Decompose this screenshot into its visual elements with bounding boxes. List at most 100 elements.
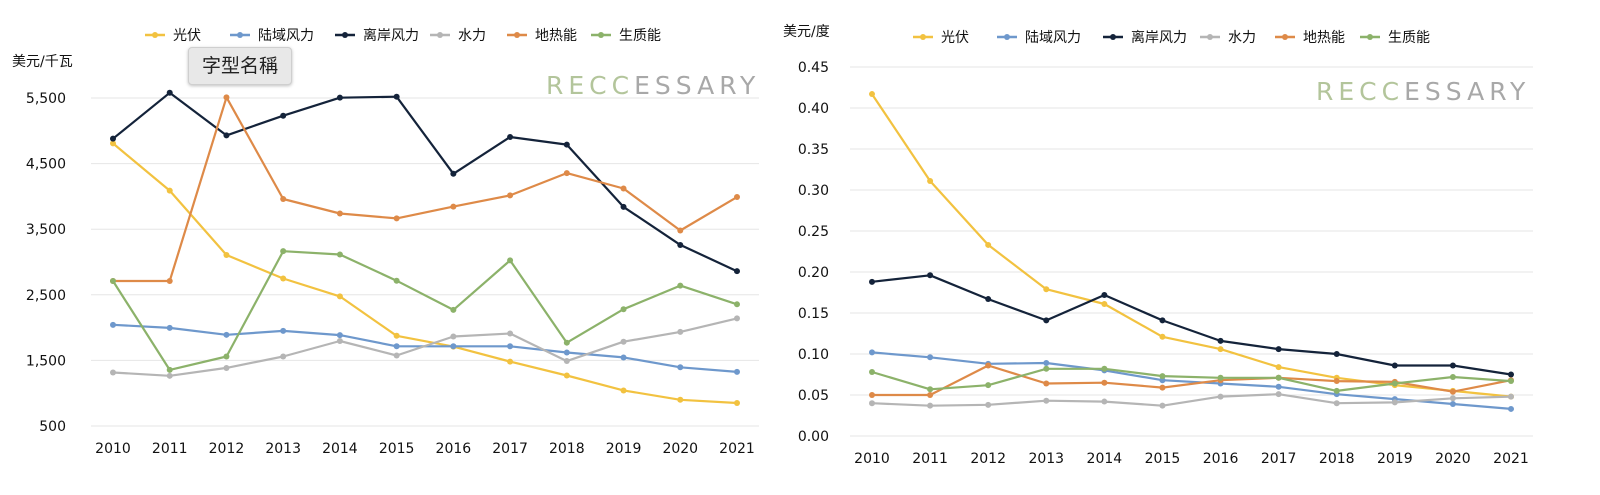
data-point [985, 401, 992, 408]
data-point [563, 339, 570, 346]
data-point [1508, 405, 1514, 412]
data-point [927, 354, 934, 361]
series-line [871, 351, 1512, 410]
series-line [871, 393, 1512, 407]
y-tick-label: 0.45 [798, 60, 829, 76]
data-point [507, 134, 514, 141]
x-tick-label: 2014 [1087, 451, 1123, 467]
legend-label: 地热能 [1303, 30, 1345, 46]
legend-label: 水力 [1228, 30, 1256, 46]
data-point [166, 372, 173, 379]
legend-swatch-dot [1282, 34, 1288, 40]
data-point [677, 396, 684, 403]
x-tick-label: 2010 [854, 451, 890, 467]
data-point [393, 93, 400, 100]
data-point [393, 332, 400, 339]
data-point [869, 392, 875, 398]
data-point [1159, 333, 1166, 340]
chart-1: 500 1,500 2,500 3,500 4,500 5,500 美元/千瓦 2010 201… [12, 27, 760, 457]
data-point [869, 91, 875, 98]
data-point [677, 364, 684, 371]
data-point [393, 277, 400, 284]
data-point [869, 400, 875, 407]
series-line [871, 93, 1512, 398]
data-point [1043, 380, 1050, 387]
data-point [166, 89, 173, 96]
data-point [734, 268, 740, 275]
x-tick-label: 2021 [1493, 451, 1529, 467]
x-tick-label: 2016 [1203, 451, 1239, 467]
data-point [336, 338, 343, 345]
series-line [113, 96, 738, 283]
data-point [223, 132, 230, 139]
data-point [985, 382, 992, 389]
x-tick-label: 2013 [1028, 451, 1064, 467]
font-name-tooltip: 字型名稱 [188, 47, 292, 85]
data-point [1449, 395, 1456, 402]
y-tick-label: 0.00 [798, 429, 829, 445]
data-point [450, 170, 457, 177]
legend-swatch-dot [598, 32, 604, 38]
legend-item: 离岸风力 [335, 27, 419, 44]
data-point [620, 387, 627, 394]
data-point [1159, 377, 1166, 384]
data-point [166, 324, 173, 331]
data-point [563, 170, 570, 177]
series-line [871, 367, 1512, 392]
legend-swatch-dot [514, 32, 520, 38]
data-point [563, 141, 570, 148]
series [869, 391, 1514, 409]
data-point [1275, 374, 1282, 381]
data-point [336, 210, 343, 217]
y-tick-label: 500 [39, 419, 66, 435]
data-point [927, 392, 934, 398]
data-point [223, 364, 230, 371]
data-point [1101, 291, 1108, 298]
series-line [112, 250, 738, 371]
data-point [1217, 393, 1224, 400]
data-point [393, 352, 400, 359]
y-tick-label: 0.15 [798, 306, 829, 322]
y-tick-label: 2,500 [26, 288, 66, 304]
legend-item: 地热能 [1275, 30, 1345, 46]
x-tick-label: 2013 [265, 441, 301, 457]
chart-2: 0.00 0.05 0.10 0.15 0.20 0.25 0.30 0.35 0.40 0.45… [783, 24, 1533, 467]
watermark: RECCESSARY [546, 71, 760, 100]
legend-item: 水力 [430, 28, 486, 44]
series-line [872, 364, 1512, 397]
legend-label: 地热能 [535, 28, 577, 44]
data-point [620, 306, 627, 313]
data-point [1217, 346, 1224, 353]
data-point [280, 196, 287, 203]
data-point [620, 338, 627, 345]
y-tick-label: 0.35 [798, 142, 829, 158]
data-point [166, 187, 173, 194]
x-tick-label: 2011 [152, 441, 188, 457]
legend-swatch-dot [342, 32, 348, 38]
data-point [1391, 380, 1398, 387]
data-point [563, 358, 570, 365]
data-point [223, 353, 230, 360]
data-point [1333, 387, 1340, 394]
x-tick-label: 2018 [1319, 451, 1355, 467]
data-point [1508, 393, 1514, 400]
data-point [280, 112, 287, 119]
data-point [1101, 300, 1108, 307]
legend-label: 离岸风力 [1131, 29, 1187, 46]
data-point [110, 321, 116, 328]
data-point [450, 203, 457, 210]
y-axis-label: 美元/度 [783, 24, 830, 40]
data-point [166, 278, 173, 285]
legend-label: 离岸风力 [363, 27, 419, 44]
data-point [1217, 374, 1224, 381]
x-tick-label: 2019 [1377, 451, 1413, 467]
data-point [336, 293, 343, 300]
x-tick-label: 2010 [95, 441, 131, 457]
x-tick-label: 2011 [912, 451, 948, 467]
data-point [869, 349, 875, 356]
series-line [112, 323, 738, 373]
data-point [507, 358, 514, 365]
legend-swatch-dot [1110, 34, 1116, 40]
data-point [280, 275, 287, 282]
x-tick-label: 2017 [492, 441, 528, 457]
